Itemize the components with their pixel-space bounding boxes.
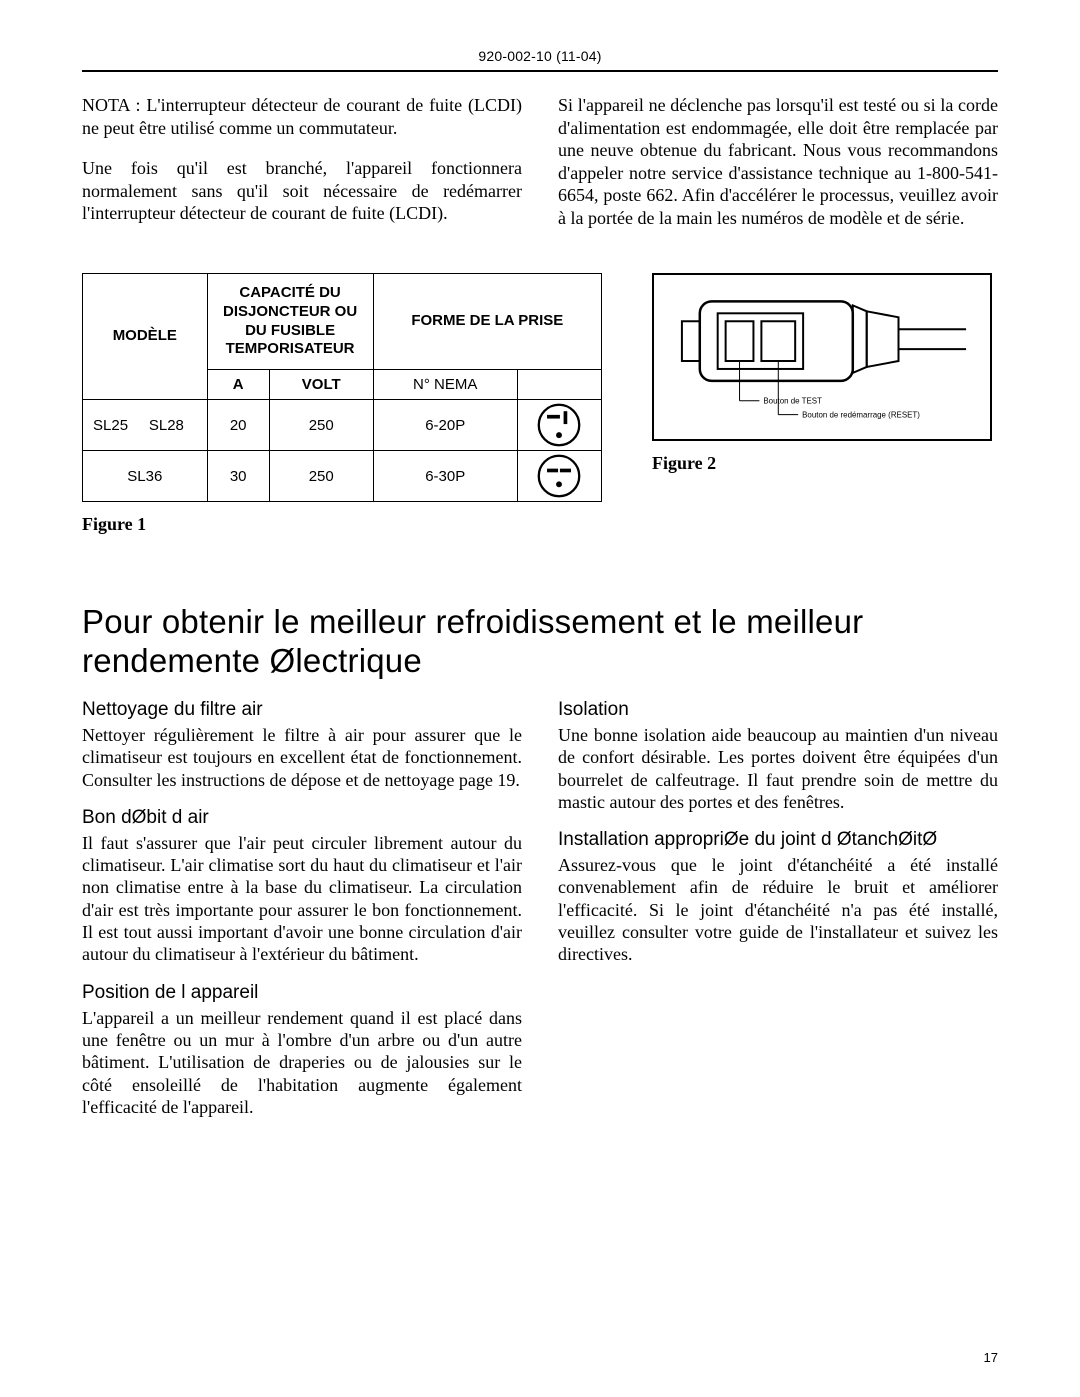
plug-6-30p-icon <box>536 453 582 499</box>
intro-para: NOTA : L'interrupteur détecteur de coura… <box>82 94 522 139</box>
cell-model: SL36 <box>83 451 208 502</box>
label-test: Bouton de TEST <box>763 397 822 406</box>
cell-volt: 250 <box>269 451 373 502</box>
th-amp: A <box>207 370 269 400</box>
page-number: 17 <box>984 1350 998 1365</box>
page: 920-002-10 (11-04) NOTA : L'interrupteur… <box>0 0 1080 1397</box>
cell-amp: 30 <box>207 451 269 502</box>
figures-row: MODÈLE CAPACITÉ DU DISJONCTEUR OU DU FUS… <box>82 273 998 535</box>
spec-table: MODÈLE CAPACITÉ DU DISJONCTEUR OU DU FUS… <box>82 273 602 502</box>
section-block: Installation appropriØe du joint d Øtanc… <box>558 829 998 966</box>
plug-6-20p-icon <box>536 402 582 448</box>
th-model: MODÈLE <box>83 274 208 400</box>
cell-volt: 250 <box>269 400 373 451</box>
sections-right: Isolation Une bonne isolation aide beauc… <box>558 699 998 1128</box>
label-reset: Bouton de redémarrage (RESET) <box>802 411 920 420</box>
th-breaker: CAPACITÉ DU DISJONCTEUR OU DU FUSIBLE TE… <box>207 274 373 370</box>
figure-2-box: Bouton de TEST Bouton de redémarrage (RE… <box>652 273 992 441</box>
figure-2: Bouton de TEST Bouton de redémarrage (RE… <box>652 273 998 474</box>
figure-2-caption: Figure 2 <box>652 453 998 474</box>
document-id: 920-002-10 (11-04) <box>82 48 998 64</box>
th-plug: FORME DE LA PRISE <box>373 274 601 370</box>
intro-para: Si l'appareil ne déclenche pas lorsqu'il… <box>558 94 998 229</box>
section-block: Nettoyage du filtre air Nettoyer réguliè… <box>82 699 522 791</box>
th-nema: N° NEMA <box>373 370 517 400</box>
section-body: Il faut s'assurer que l'air peut circule… <box>82 832 522 966</box>
table-row: SL36 30 250 6-30P <box>83 451 602 502</box>
table-row: SL25 SL28 20 250 6-20P <box>83 400 602 451</box>
figure-1: MODÈLE CAPACITÉ DU DISJONCTEUR OU DU FUS… <box>82 273 602 535</box>
intro-para: Une fois qu'il est branché, l'appareil f… <box>82 157 522 225</box>
section-heading: Installation appropriØe du joint d Øtanc… <box>558 829 998 851</box>
cell-nema: 6-20P <box>373 400 517 451</box>
section-block: Position de l appareil L'appareil a un m… <box>82 982 522 1119</box>
sections-columns: Nettoyage du filtre air Nettoyer réguliè… <box>82 699 998 1128</box>
section-body: Assurez-vous que le joint d'étanchéité a… <box>558 854 998 966</box>
th-plug-icon-col <box>517 370 601 400</box>
intro-columns: NOTA : L'interrupteur détecteur de coura… <box>82 94 998 229</box>
cell-model: SL25 SL28 <box>83 400 208 451</box>
section-heading: Isolation <box>558 699 998 721</box>
cell-nema: 6-30P <box>373 451 517 502</box>
section-block: Isolation Une bonne isolation aide beauc… <box>558 699 998 813</box>
cell-plug-icon <box>517 451 601 502</box>
th-volt: VOLT <box>269 370 373 400</box>
section-heading: Bon dØbit d air <box>82 807 522 829</box>
section-heading: Position de l appareil <box>82 982 522 1004</box>
section-body: Une bonne isolation aide beaucoup au mai… <box>558 724 998 813</box>
sections-left: Nettoyage du filtre air Nettoyer réguliè… <box>82 699 522 1128</box>
main-heading: Pour obtenir le meilleur refroidissement… <box>82 603 998 681</box>
section-heading: Nettoyage du filtre air <box>82 699 522 721</box>
intro-right: Si l'appareil ne déclenche pas lorsqu'il… <box>558 94 998 229</box>
intro-left: NOTA : L'interrupteur détecteur de coura… <box>82 94 522 229</box>
lcdi-plug-diagram-icon: Bouton de TEST Bouton de redémarrage (RE… <box>668 289 976 433</box>
section-body: Nettoyer régulièrement le filtre à air p… <box>82 724 522 791</box>
cell-amp: 20 <box>207 400 269 451</box>
cell-plug-icon <box>517 400 601 451</box>
figure-1-caption: Figure 1 <box>82 514 602 535</box>
top-rule <box>82 70 998 72</box>
section-body: L'appareil a un meilleur rendement quand… <box>82 1007 522 1119</box>
section-block: Bon dØbit d air Il faut s'assurer que l'… <box>82 807 522 966</box>
